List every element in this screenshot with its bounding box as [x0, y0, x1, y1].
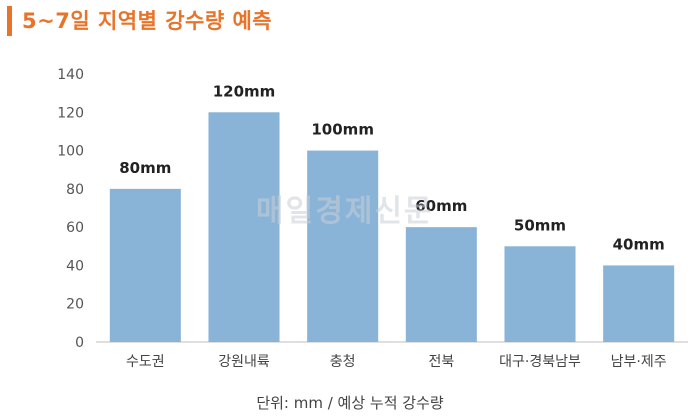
bar-data-label: 50mm — [514, 216, 566, 234]
watermark: 매일경제신문 — [256, 194, 434, 229]
title-accent-bar — [7, 6, 12, 36]
x-axis-labels: 수도권 강원내륙 충청 전북 대구·경북남부 남부·제주 — [126, 354, 667, 370]
x-category-label: 전북 — [428, 354, 454, 370]
bar — [109, 188, 181, 342]
y-tick-label: 140 — [57, 67, 84, 83]
bar-data-label: 100mm — [311, 121, 374, 139]
bar — [603, 265, 675, 342]
x-category-label: 대구·경북남부 — [499, 354, 581, 370]
y-axis-ticks: 0 20 40 60 80 100 120 140 — [57, 67, 84, 351]
bar-data-label: 60mm — [415, 197, 467, 215]
bars-group — [109, 112, 675, 343]
y-tick-label: 60 — [66, 220, 84, 236]
bar — [504, 246, 576, 342]
bar-data-label: 40mm — [613, 235, 665, 253]
bar — [405, 227, 477, 342]
bar-data-label: 80mm — [119, 159, 171, 177]
y-tick-label: 20 — [66, 297, 84, 313]
x-category-label: 남부·제주 — [611, 354, 667, 370]
bar — [307, 150, 379, 342]
unit-footnote: 단위: mm / 예상 누적 강수량 — [256, 394, 444, 412]
x-category-label: 수도권 — [126, 354, 165, 370]
chart-title: 5~7일 지역별 강수량 예측 — [22, 9, 273, 33]
bar — [208, 112, 280, 343]
y-tick-label: 120 — [57, 105, 84, 121]
y-tick-label: 100 — [57, 144, 84, 160]
y-tick-label: 80 — [66, 182, 84, 198]
x-category-label: 충청 — [330, 354, 356, 370]
x-category-label: 강원내륙 — [218, 354, 270, 370]
bar-data-label: 120mm — [213, 82, 276, 100]
y-tick-label: 0 — [75, 335, 84, 351]
data-labels-group: 80mm 120mm 100mm 60mm 50mm 40mm — [119, 82, 664, 253]
y-tick-label: 40 — [66, 258, 84, 274]
